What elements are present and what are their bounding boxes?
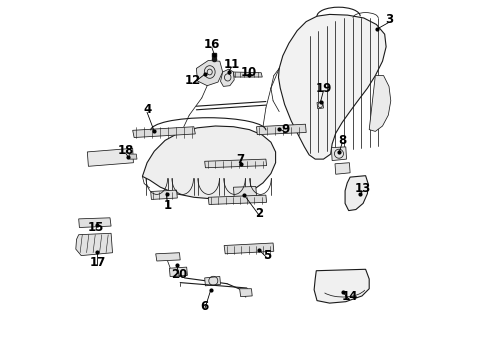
Polygon shape bbox=[317, 102, 323, 109]
Text: 2: 2 bbox=[255, 207, 264, 220]
Text: 12: 12 bbox=[185, 75, 201, 87]
Polygon shape bbox=[208, 195, 267, 204]
Polygon shape bbox=[156, 253, 180, 261]
Polygon shape bbox=[331, 147, 346, 161]
Polygon shape bbox=[257, 124, 306, 135]
Polygon shape bbox=[233, 186, 257, 197]
Polygon shape bbox=[220, 69, 234, 86]
Text: 8: 8 bbox=[338, 134, 346, 147]
Polygon shape bbox=[369, 76, 391, 131]
Polygon shape bbox=[196, 60, 222, 86]
Text: 3: 3 bbox=[385, 13, 393, 26]
Polygon shape bbox=[205, 159, 267, 168]
Text: 17: 17 bbox=[89, 256, 105, 269]
Text: 15: 15 bbox=[88, 221, 104, 234]
Polygon shape bbox=[143, 126, 275, 199]
Text: 18: 18 bbox=[117, 144, 134, 157]
Polygon shape bbox=[129, 154, 137, 159]
Polygon shape bbox=[76, 233, 113, 256]
Text: 1: 1 bbox=[164, 199, 172, 212]
Polygon shape bbox=[205, 276, 220, 286]
Polygon shape bbox=[345, 176, 368, 211]
Text: 4: 4 bbox=[143, 103, 151, 116]
Text: 7: 7 bbox=[237, 153, 245, 166]
Polygon shape bbox=[170, 267, 187, 276]
Polygon shape bbox=[151, 190, 177, 199]
Text: 19: 19 bbox=[315, 82, 332, 95]
Polygon shape bbox=[133, 127, 196, 138]
Polygon shape bbox=[240, 289, 252, 297]
Polygon shape bbox=[314, 269, 369, 303]
Text: 20: 20 bbox=[172, 268, 188, 281]
Polygon shape bbox=[87, 148, 133, 166]
Text: 10: 10 bbox=[241, 66, 257, 78]
Polygon shape bbox=[224, 243, 274, 254]
Polygon shape bbox=[79, 218, 111, 228]
Polygon shape bbox=[278, 14, 386, 159]
Text: 11: 11 bbox=[223, 58, 240, 71]
Text: 6: 6 bbox=[200, 300, 209, 313]
Text: 14: 14 bbox=[341, 291, 358, 303]
Polygon shape bbox=[335, 163, 350, 174]
Polygon shape bbox=[233, 72, 262, 77]
Text: 5: 5 bbox=[263, 249, 271, 262]
Text: 13: 13 bbox=[354, 183, 370, 195]
Text: 9: 9 bbox=[281, 123, 290, 136]
Text: 16: 16 bbox=[204, 39, 220, 51]
